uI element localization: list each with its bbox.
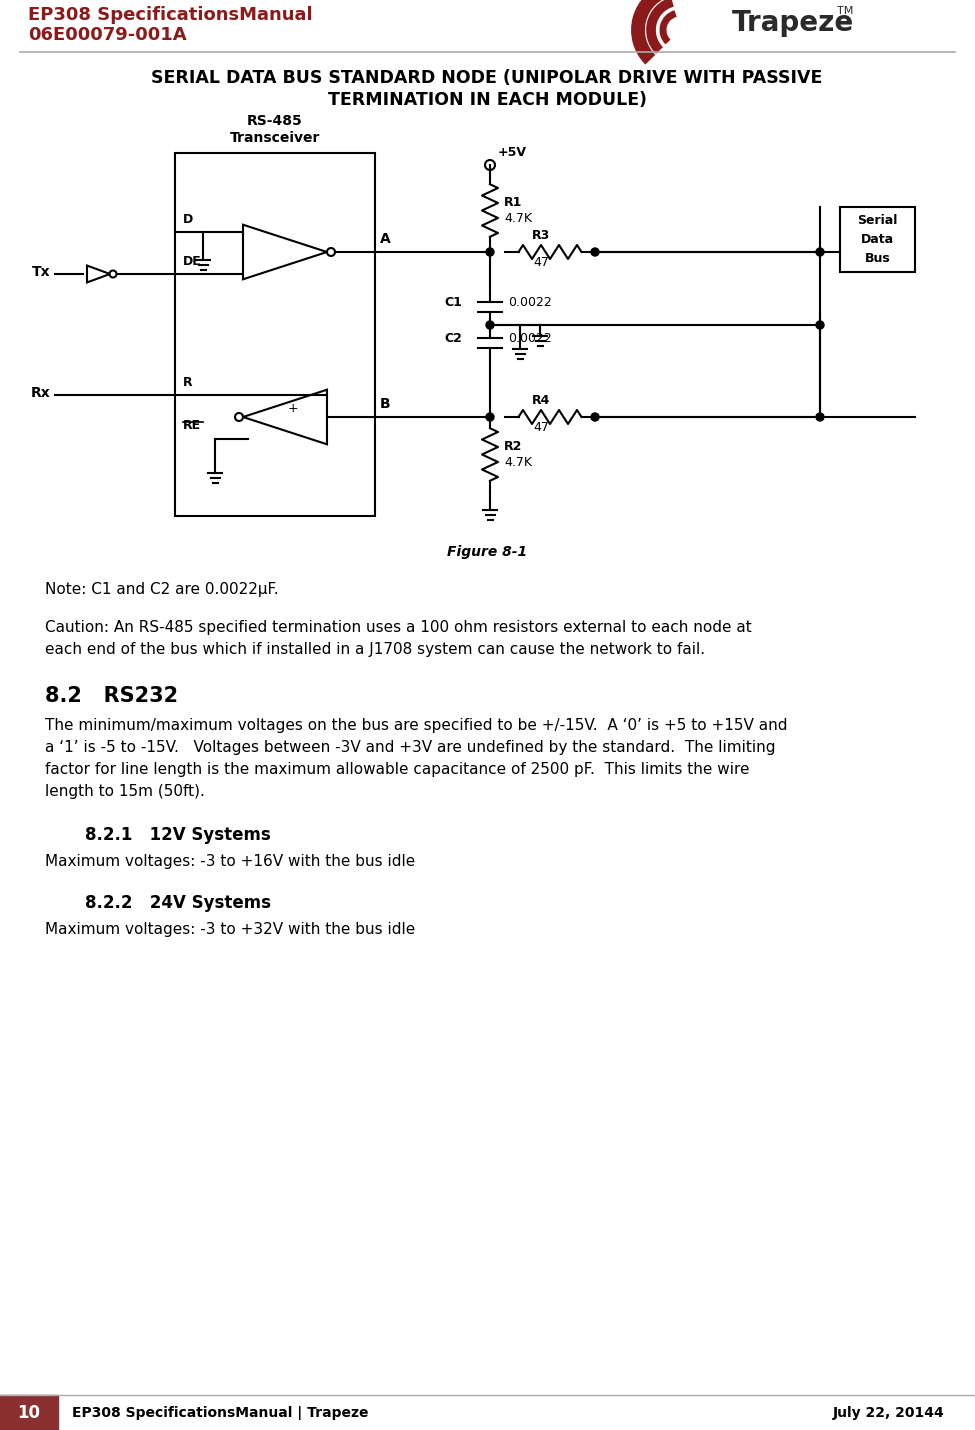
Text: RE: RE: [183, 419, 201, 432]
Text: DE: DE: [183, 255, 202, 267]
Text: 47: 47: [533, 420, 549, 433]
Text: Note: C1 and C2 are 0.0022μF.: Note: C1 and C2 are 0.0022μF.: [45, 582, 279, 596]
Text: EP308 SpecificationsManual | Trapeze: EP308 SpecificationsManual | Trapeze: [72, 1406, 369, 1420]
Text: +5V: +5V: [498, 146, 527, 159]
Text: Maximum voltages: -3 to +32V with the bus idle: Maximum voltages: -3 to +32V with the bu…: [45, 922, 415, 937]
Circle shape: [486, 247, 494, 256]
Circle shape: [486, 320, 494, 329]
Text: R: R: [183, 376, 193, 389]
Text: D: D: [183, 213, 193, 226]
Text: A: A: [380, 232, 391, 246]
Text: 47: 47: [533, 256, 549, 269]
Text: 06E00079-001A: 06E00079-001A: [28, 26, 186, 44]
Bar: [175, 153, 375, 516]
Text: R1: R1: [504, 196, 523, 210]
Text: each end of the bus which if installed in a J1708 system can cause the network t: each end of the bus which if installed i…: [45, 642, 705, 656]
Text: Rx: Rx: [30, 386, 50, 400]
Text: Trapeze: Trapeze: [732, 9, 854, 37]
Text: Maximum voltages: -3 to +16V with the bus idle: Maximum voltages: -3 to +16V with the bu…: [45, 854, 415, 869]
Text: EP308 SpecificationsManual: EP308 SpecificationsManual: [28, 6, 313, 24]
Text: Data: Data: [861, 233, 894, 246]
Text: 4.7K: 4.7K: [504, 212, 532, 225]
Text: +: +: [288, 402, 298, 416]
Circle shape: [591, 247, 599, 256]
Text: C1: C1: [445, 296, 462, 309]
Text: factor for line length is the maximum allowable capacitance of 2500 pF.  This li: factor for line length is the maximum al…: [45, 762, 750, 776]
Circle shape: [816, 413, 824, 420]
Text: SERIAL DATA BUS STANDARD NODE (UNIPOLAR DRIVE WITH PASSIVE: SERIAL DATA BUS STANDARD NODE (UNIPOLAR …: [151, 69, 823, 87]
Text: a ‘1’ is -5 to -15V.   Voltages between -3V and +3V are undefined by the standar: a ‘1’ is -5 to -15V. Voltages between -3…: [45, 739, 775, 755]
Circle shape: [486, 413, 494, 420]
Text: 8.2.2   24V Systems: 8.2.2 24V Systems: [85, 894, 271, 912]
Text: TERMINATION IN EACH MODULE): TERMINATION IN EACH MODULE): [328, 92, 646, 109]
Circle shape: [591, 413, 599, 420]
Text: TM: TM: [837, 6, 853, 16]
Text: R4: R4: [531, 395, 550, 408]
Text: Figure 8-1: Figure 8-1: [447, 545, 527, 559]
Text: Serial: Serial: [857, 213, 898, 226]
Text: length to 15m (50ft).: length to 15m (50ft).: [45, 784, 205, 799]
Text: Caution: An RS-485 specified termination uses a 100 ohm resistors external to ea: Caution: An RS-485 specified termination…: [45, 621, 752, 635]
Text: 0.0022: 0.0022: [508, 333, 552, 346]
Bar: [0, 1396, 58, 1430]
Text: R2: R2: [504, 440, 523, 453]
Text: 4.7K: 4.7K: [504, 456, 532, 469]
Text: The minimum/maximum voltages on the bus are specified to be +/-15V.  A ‘0’ is +5: The minimum/maximum voltages on the bus …: [45, 718, 788, 734]
Text: B: B: [380, 398, 391, 410]
Text: 10: 10: [18, 1404, 41, 1421]
Text: 8.2   RS232: 8.2 RS232: [45, 686, 178, 706]
Text: Tx: Tx: [31, 265, 50, 279]
Text: R3: R3: [532, 229, 550, 242]
Text: July 22, 20144: July 22, 20144: [834, 1406, 945, 1420]
Text: 8.2.1   12V Systems: 8.2.1 12V Systems: [85, 827, 271, 844]
Text: 0.0022: 0.0022: [508, 296, 552, 309]
Circle shape: [816, 247, 824, 256]
Text: RS-485: RS-485: [247, 114, 303, 129]
Text: Transceiver: Transceiver: [230, 132, 320, 144]
Bar: [840, 207, 915, 272]
Text: Bus: Bus: [865, 253, 890, 266]
Circle shape: [816, 320, 824, 329]
Text: C2: C2: [445, 333, 462, 346]
